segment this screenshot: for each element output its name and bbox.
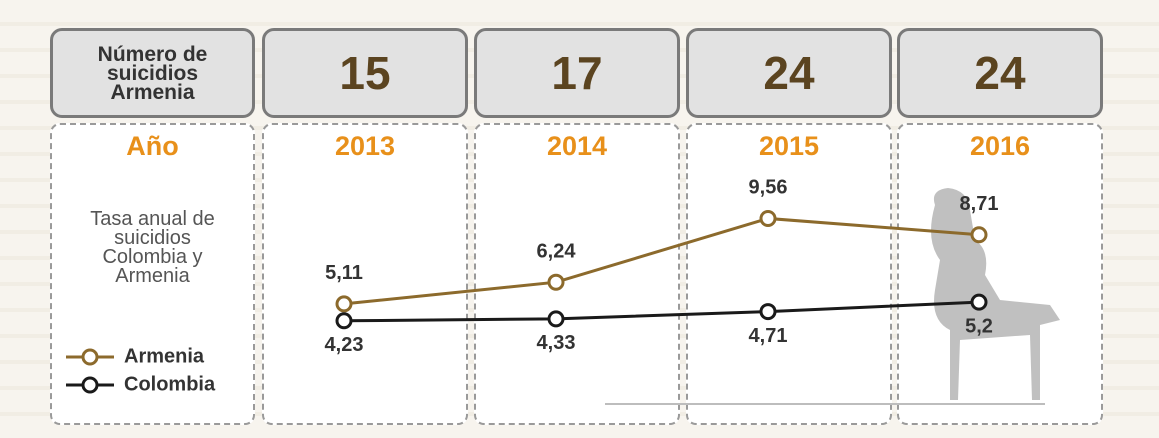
point — [759, 209, 777, 227]
label-line: Número de — [97, 42, 208, 66]
value-label: 8,71 — [960, 193, 999, 215]
rate-label: Tasa anual de suicidios Colombia y Armenia — [52, 208, 253, 287]
point — [970, 226, 988, 244]
count-box: 24 — [686, 28, 892, 118]
label-line: suicidios — [106, 61, 199, 85]
point — [970, 293, 988, 311]
value-label: 5,2 — [965, 315, 993, 337]
point — [335, 295, 353, 313]
value-label: 6,24 — [537, 240, 577, 262]
year-cell: 2016 — [897, 123, 1103, 425]
year-cell: 2014 — [474, 123, 680, 425]
label-line: Armenia — [110, 80, 195, 104]
value-label: 4,23 — [325, 334, 364, 356]
silhouette — [931, 188, 1060, 400]
label-line: Tasa anual de — [90, 208, 215, 230]
point — [335, 312, 353, 330]
legend-marker — [81, 348, 99, 366]
count-box: 15 — [262, 28, 468, 118]
year-cell: 2015 — [686, 123, 892, 425]
label-line: suicidios — [114, 227, 191, 249]
legend-marker — [81, 376, 99, 394]
point — [547, 273, 565, 291]
point — [759, 303, 777, 321]
label-cell: Año Tasa anual de suicidios Colombia y Arme… — [50, 123, 255, 425]
legend-label: Armenia — [124, 345, 205, 367]
series-line — [343, 216, 980, 306]
year-label: 2016 — [969, 131, 1031, 161]
value-label: 4,71 — [749, 325, 788, 347]
value-label: 4,33 — [537, 332, 576, 354]
counts-label: Número de suicidios Armenia — [50, 28, 255, 118]
label-line: Armenia — [115, 265, 190, 287]
legend-label: Colombia — [124, 373, 216, 395]
year-cell: 2013 — [262, 123, 468, 425]
year-label: Año — [126, 131, 179, 161]
count-box: 24 — [897, 28, 1103, 118]
year-label: 2013 — [334, 131, 396, 161]
year-label: 2014 — [546, 131, 608, 161]
value-label: 5,11 — [325, 262, 363, 284]
label-line: Colombia y — [102, 246, 203, 268]
count-box: 17 — [474, 28, 680, 118]
label-lines: Número de suicidios Armenia — [97, 42, 208, 104]
year-label: 2015 — [758, 131, 820, 161]
series-line — [343, 300, 980, 323]
value-label: 9,56 — [749, 177, 788, 199]
point — [547, 310, 565, 328]
